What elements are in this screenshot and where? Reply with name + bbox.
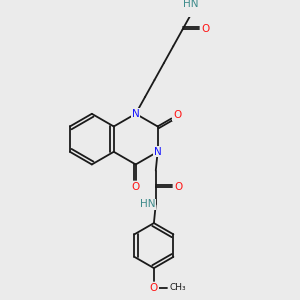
Text: O: O [174,182,182,192]
Text: O: O [132,182,140,192]
Text: HN: HN [140,199,155,209]
Text: CH₃: CH₃ [170,283,187,292]
Text: O: O [173,110,181,120]
Text: O: O [150,283,158,293]
Text: N: N [132,109,140,119]
Text: HN: HN [183,0,199,9]
Text: O: O [201,24,209,34]
Text: N: N [154,147,161,157]
